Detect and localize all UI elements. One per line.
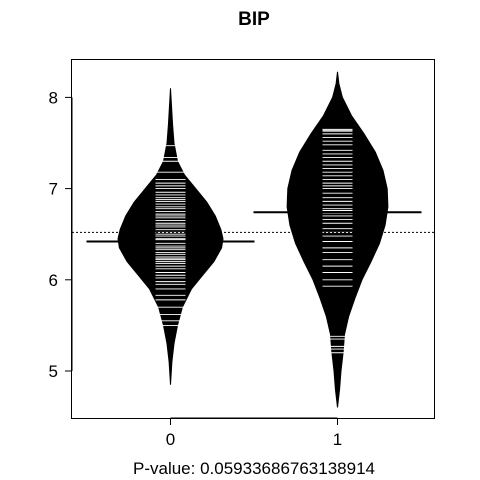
bean-density-1 — [286, 71, 389, 408]
chart-title: BIP — [238, 9, 270, 30]
y-tick-label: 5 — [49, 362, 58, 381]
x-tick-label: 0 — [166, 430, 175, 449]
y-tick-label: 8 — [49, 88, 58, 107]
bean-0 — [86, 88, 255, 385]
y-tick-label: 7 — [49, 180, 58, 199]
y-axis: 5 6 7 8 — [49, 88, 73, 381]
x-tick-label: 1 — [333, 430, 342, 449]
x-axis-label: P-value: 0.05933686763138914 — [133, 459, 375, 478]
y-tick-label: 6 — [49, 271, 58, 290]
bean-1 — [253, 71, 422, 408]
bean-density-0 — [117, 88, 224, 385]
